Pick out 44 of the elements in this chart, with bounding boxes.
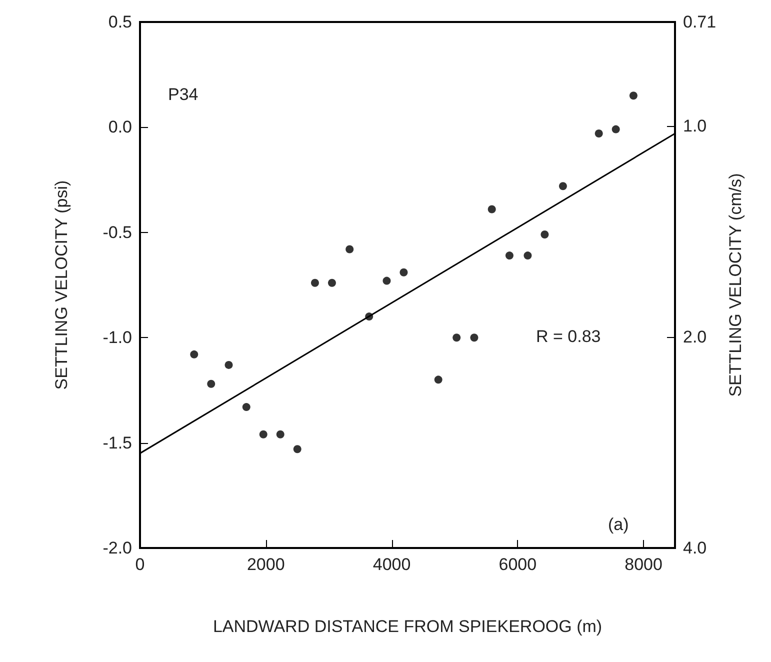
x-tick-label: 0 bbox=[135, 555, 145, 574]
y-axis-title: SETTLING VELOCITY (psi) bbox=[52, 180, 71, 390]
point bbox=[346, 245, 354, 254]
y-tick-label: 0.0 bbox=[108, 118, 132, 137]
point bbox=[207, 380, 216, 388]
point bbox=[524, 252, 532, 260]
point bbox=[242, 403, 250, 412]
x-axis-title: LANDWARD DISTANCE FROM SPIEKEROOG (m) bbox=[212, 617, 602, 636]
point bbox=[190, 350, 198, 358]
y2-tick-label: 0.71 bbox=[683, 12, 716, 32]
point bbox=[382, 276, 391, 285]
point bbox=[259, 430, 268, 438]
point bbox=[400, 268, 408, 276]
y2-tick-label: 2.0 bbox=[683, 328, 707, 347]
y2-axis-title: SETTLING VELOCITY (cm/s) bbox=[726, 173, 745, 397]
point bbox=[310, 278, 319, 287]
annotation: R = 0.83 bbox=[536, 327, 601, 346]
y2-tick-label: 4.0 bbox=[683, 538, 707, 558]
point bbox=[558, 182, 567, 190]
point bbox=[488, 205, 496, 214]
point bbox=[452, 334, 461, 342]
y-tick-label: -1.0 bbox=[102, 328, 132, 348]
x-tick-label: 6000 bbox=[498, 555, 537, 574]
y2-tick-label: 1.0 bbox=[683, 116, 707, 136]
point bbox=[224, 360, 233, 369]
point bbox=[276, 430, 284, 438]
y-tick-label: -2.0 bbox=[102, 538, 132, 558]
y-tick-label: -0.5 bbox=[102, 222, 132, 242]
point bbox=[470, 334, 478, 342]
x-tick-label: 2000 bbox=[246, 555, 285, 574]
y-tick-label: -1.5 bbox=[102, 433, 132, 452]
annotation: P34 bbox=[168, 85, 198, 104]
point bbox=[629, 92, 638, 100]
y-tick-label: 0.5 bbox=[108, 12, 132, 32]
point bbox=[612, 125, 620, 134]
point bbox=[594, 130, 603, 138]
point bbox=[434, 376, 442, 384]
point bbox=[328, 278, 336, 287]
annotation: (a) bbox=[608, 515, 629, 534]
point bbox=[293, 445, 302, 454]
point bbox=[540, 230, 549, 238]
x-tick-label: 8000 bbox=[624, 555, 662, 574]
x-tick-label: 4000 bbox=[372, 555, 411, 574]
point bbox=[505, 252, 514, 260]
